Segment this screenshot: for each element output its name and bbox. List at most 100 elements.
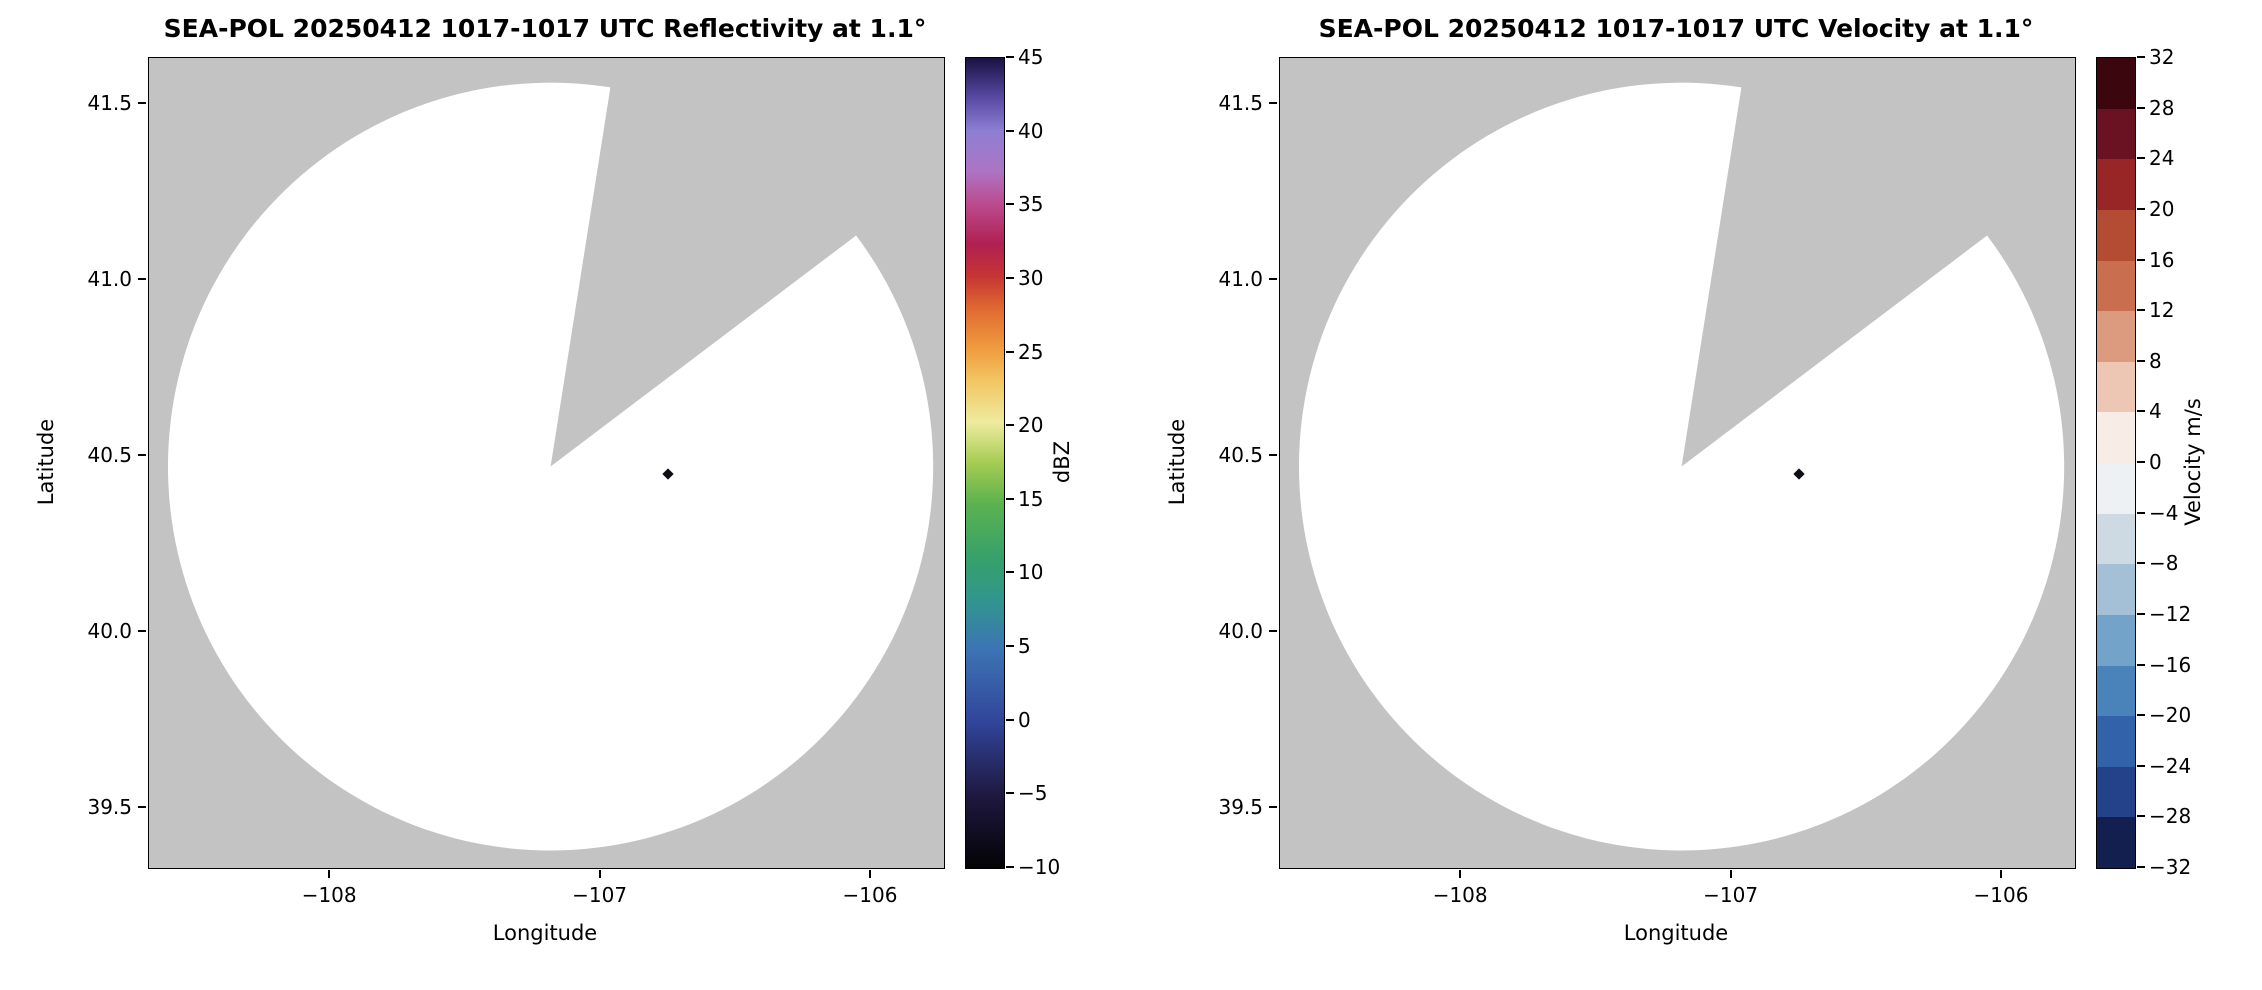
colorbar-tick-mark <box>1006 129 1014 132</box>
colorbar-tick-mark <box>1006 571 1014 574</box>
colorbar-tick-mark <box>1006 497 1014 500</box>
colorbar-segment <box>2097 412 2135 463</box>
colorbar-tick-mark <box>1006 424 1014 427</box>
colorbar-tick-label: 25 <box>1018 339 1044 364</box>
y-tick-label: 39.5 <box>87 795 132 820</box>
y-tick-mark <box>1269 101 1277 104</box>
colorbar-tick-mark <box>2137 56 2145 58</box>
colorbar-tick-label: 10 <box>1018 560 1044 585</box>
x-tick-mark <box>1999 870 2002 878</box>
colorbar-tick-mark <box>2137 511 2145 514</box>
colorbar-tick-label: −8 <box>2149 551 2179 576</box>
colorbar-tick-mark <box>1006 276 1014 279</box>
colorbar-tick-label: 15 <box>1018 486 1044 511</box>
colorbar-segment <box>2097 260 2135 312</box>
x-axis-label: Longitude <box>1623 921 1729 945</box>
y-tick-label: 39.5 <box>1218 795 1263 820</box>
x-tick-mark <box>1729 870 1732 878</box>
colorbar-tick-label: 32 <box>2149 45 2175 69</box>
colorbar-segment <box>2097 614 2135 666</box>
y-tick-label: 40.0 <box>1218 619 1263 644</box>
colorbar-segment <box>2097 209 2135 261</box>
y-tick-label: 40.5 <box>1218 442 1263 467</box>
x-tick-label: −107 <box>572 883 628 907</box>
colorbar-tick-label: −28 <box>2149 804 2192 829</box>
colorbar-tick-mark <box>2137 359 2145 362</box>
colorbar-label: dBZ <box>1050 440 1074 484</box>
velocity-panel: SEA-POL 20250412 1017-1017 UTC Velocity … <box>1131 0 2262 990</box>
colorbar-tick-mark <box>2137 106 2145 109</box>
y-tick-label: 41.5 <box>87 90 132 115</box>
colorbar-segment <box>2097 58 2135 109</box>
y-tick-mark <box>138 101 146 104</box>
colorbar-tick-label: 12 <box>2149 298 2175 323</box>
colorbar-tick-mark <box>1006 866 1014 868</box>
colorbar-tick-mark <box>1006 792 1014 795</box>
colorbar-tick-label: −32 <box>2149 855 2192 879</box>
colorbar-tick-mark <box>2137 714 2145 717</box>
y-tick-mark <box>138 453 146 456</box>
colorbar-label: Velocity m/s <box>2181 398 2205 526</box>
colorbar-tick-label: −12 <box>2149 601 2192 626</box>
colorbar-tick-label: 30 <box>1018 265 1044 290</box>
colorbar-tick-label: −16 <box>2149 652 2192 677</box>
reflectivity-plot-area <box>148 57 945 869</box>
colorbar-tick-label: −4 <box>2149 500 2179 525</box>
colorbar-segment <box>2097 665 2135 717</box>
y-tick-label: 41.0 <box>87 266 132 291</box>
colorbar-tick-label: 20 <box>1018 413 1044 438</box>
colorbar-tick-mark <box>1006 350 1014 353</box>
y-tick-mark <box>138 630 146 633</box>
colorbar-tick-label: −10 <box>1018 855 1061 879</box>
colorbar-tick-mark <box>2137 309 2145 312</box>
colorbar-segment <box>2097 361 2135 413</box>
y-tick-mark <box>138 277 146 280</box>
y-tick-label: 41.5 <box>1218 90 1263 115</box>
colorbar-tick-mark <box>2137 207 2145 210</box>
colorbar-tick-label: 0 <box>1018 707 1031 732</box>
colorbar-tick-label: 28 <box>2149 95 2175 120</box>
colorbar-tick-label: −24 <box>2149 753 2192 778</box>
x-tick-mark <box>598 870 601 878</box>
colorbar-tick-mark <box>1006 203 1014 206</box>
y-tick-mark <box>1269 277 1277 280</box>
x-tick-mark <box>1459 870 1462 878</box>
plot-title: SEA-POL 20250412 1017-1017 UTC Velocity … <box>1318 14 2034 43</box>
colorbar-segment <box>2097 159 2135 210</box>
x-tick-label: −108 <box>1432 883 1488 907</box>
colorbar-tick-label: 0 <box>2149 450 2162 474</box>
colorbar-tick-mark <box>2137 562 2145 565</box>
y-tick-label: 41.0 <box>1218 266 1263 291</box>
x-tick-label: −106 <box>842 883 898 907</box>
colorbar-tick-mark <box>2137 764 2145 767</box>
colorbar-tick-label: 24 <box>2149 146 2175 171</box>
colorbar-segment <box>2097 108 2135 160</box>
y-tick-mark <box>1269 806 1277 809</box>
colorbar-segment <box>2097 463 2135 514</box>
colorbar-segment <box>2097 564 2135 615</box>
colorbar-tick-label: 35 <box>1018 192 1044 217</box>
x-tick-label: −106 <box>1973 883 2029 907</box>
colorbar-tick-mark <box>1006 645 1014 648</box>
colorbar-tick-label: −20 <box>2149 703 2192 728</box>
x-tick-label: −108 <box>301 883 357 907</box>
colorbar-tick-label: 40 <box>1018 118 1044 143</box>
colorbar-tick-label: 4 <box>2149 399 2162 424</box>
colorbar-tick-mark <box>2137 461 2145 463</box>
plot-title: SEA-POL 20250412 1017-1017 UTC Reflectiv… <box>163 14 927 43</box>
colorbar-tick-mark <box>2137 157 2145 160</box>
colorbar-tick-mark <box>1006 56 1014 58</box>
colorbar-segment <box>2097 817 2135 868</box>
colorbar-tick-mark <box>2137 663 2145 666</box>
y-tick-label: 40.0 <box>87 619 132 644</box>
velocity-plot-area <box>1279 57 2076 869</box>
radar-coverage-region <box>167 82 934 851</box>
y-axis-label: Latitude <box>34 418 58 506</box>
colorbar-tick-mark <box>2137 866 2145 868</box>
reflectivity-panel: SEA-POL 20250412 1017-1017 UTC Reflectiv… <box>34 14 1074 945</box>
x-tick-mark <box>868 870 871 878</box>
radar-coverage-region <box>1298 82 2065 851</box>
y-tick-mark <box>1269 630 1277 633</box>
colorbar-segment <box>2097 513 2135 565</box>
